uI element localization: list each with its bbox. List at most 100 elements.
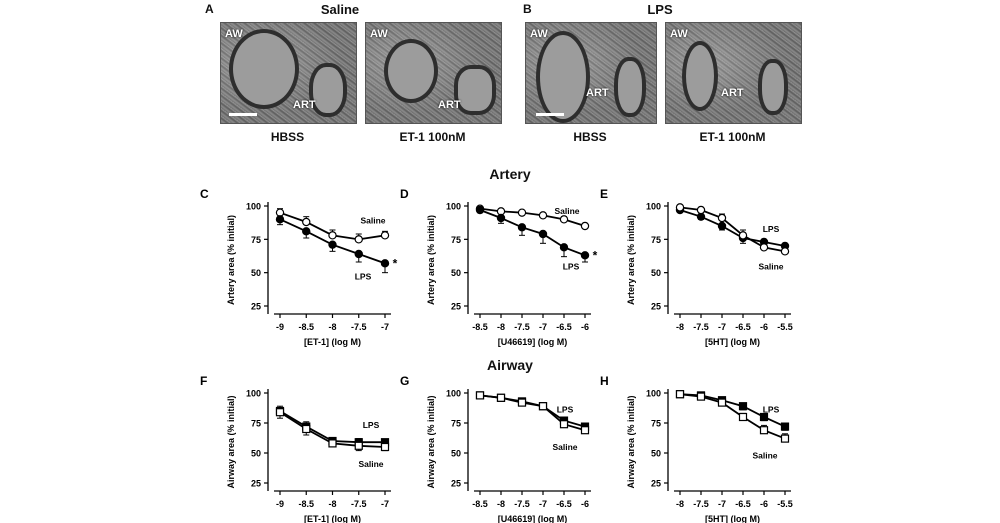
series-label: LPS [763,405,780,415]
data-point [738,231,748,240]
panel-letter: C [200,187,209,201]
y-axis-label: Artery area (% initial) [426,215,436,305]
data-point [328,231,337,240]
artery-section-title: Artery [489,166,531,182]
data-point [380,442,390,452]
series-label: Saline [554,206,579,216]
x-tick-label: -8.5 [472,499,488,509]
series-label: LPS [363,420,380,430]
data-point [354,249,363,259]
series-label: LPS [763,224,780,234]
x-tick-label: -7 [539,322,547,332]
x-axis-label: [U46619] (log M) [498,514,568,523]
x-axis-label: [5HT] (log M) [705,514,760,523]
data-point [302,217,311,227]
x-tick-label: -8 [676,322,684,332]
data-point [696,392,706,401]
data-point [675,203,685,212]
y-tick-label: 25 [251,479,261,489]
x-tick-label: -7.5 [351,322,367,332]
series-label: Saline [758,261,783,271]
series-line-saline [679,393,786,440]
x-axis-label: [5HT] (log M) [705,337,760,347]
x-tick-label: -8 [497,499,505,509]
data-point [475,205,485,215]
series-label: LPS [557,405,574,415]
y-tick-label: 75 [251,235,261,245]
significance-marker: * [393,256,398,270]
data-point [328,240,337,249]
y-tick-label: 50 [251,268,261,278]
scale-bar [229,113,257,116]
y-tick-label: 50 [451,268,461,278]
panel-letter-b: B [523,2,532,16]
data-point [580,426,590,435]
x-tick-label: -7.5 [514,322,530,332]
data-point [275,215,285,224]
y-tick-label: 100 [246,202,261,212]
x-tick-label: -7.5 [693,499,709,509]
x-tick-label: -6 [581,499,589,509]
x-tick-label: -8.5 [472,322,488,332]
data-point [302,227,311,236]
caption-lps-hbss: HBSS [573,130,607,144]
series-label: Saline [360,215,385,225]
series-label: Saline [752,451,777,461]
y-tick-label: 25 [451,479,461,489]
x-tick-label: -6.5 [735,499,751,509]
x-tick-label: -9 [276,499,284,509]
data-point [538,402,548,411]
data-point [759,426,769,435]
x-tick-label: -9 [276,322,284,332]
series-label: Saline [358,459,383,469]
y-tick-label: 100 [646,389,661,399]
data-point [380,231,390,240]
series-line-lps [479,209,586,257]
data-point [302,424,311,434]
x-tick-label: -8 [328,499,336,509]
data-point [759,243,769,252]
x-tick-label: -6.5 [735,322,751,332]
series-label: LPS [563,261,580,271]
x-tick-label: -7 [381,499,389,509]
caption-lps-et1: ET-1 100nM [699,130,766,144]
data-point [717,398,727,407]
y-axis-label: Airway area (% initial) [626,395,636,488]
y-tick-label: 75 [451,235,461,245]
series-label: LPS [355,271,372,281]
micrograph-saline-et1: AW ART [365,22,502,124]
art-label: ART [438,99,461,111]
y-tick-label: 25 [651,302,661,312]
data-point [517,208,527,217]
data-point [738,402,748,411]
y-tick-label: 50 [651,449,661,459]
scale-bar [536,113,564,116]
y-tick-label: 75 [451,419,461,429]
airway-section-title: Airway [487,357,533,373]
y-tick-label: 25 [451,302,461,312]
panel-letter: G [400,374,409,388]
y-tick-label: 100 [646,202,661,212]
y-tick-label: 100 [246,389,261,399]
x-axis-label: [ET-1] (log M) [304,337,361,347]
data-point [675,390,685,399]
aw-label: AW [530,28,548,40]
panel-letter-a: A [205,2,214,16]
art-label: ART [293,99,316,111]
data-point [538,229,548,239]
x-tick-label: -6 [760,499,768,509]
x-axis-label: [U46619] (log M) [498,337,568,347]
y-tick-label: 25 [251,302,261,312]
data-point [354,235,363,244]
x-tick-label: -7.5 [693,322,709,332]
data-point [717,221,727,231]
aw-label: AW [370,28,388,40]
micrograph-lps-et1: AW ART [665,22,802,124]
data-point [580,221,590,231]
y-tick-label: 75 [651,419,661,429]
lps-title: LPS [647,2,673,17]
data-point [496,213,506,223]
data-point [380,259,390,268]
